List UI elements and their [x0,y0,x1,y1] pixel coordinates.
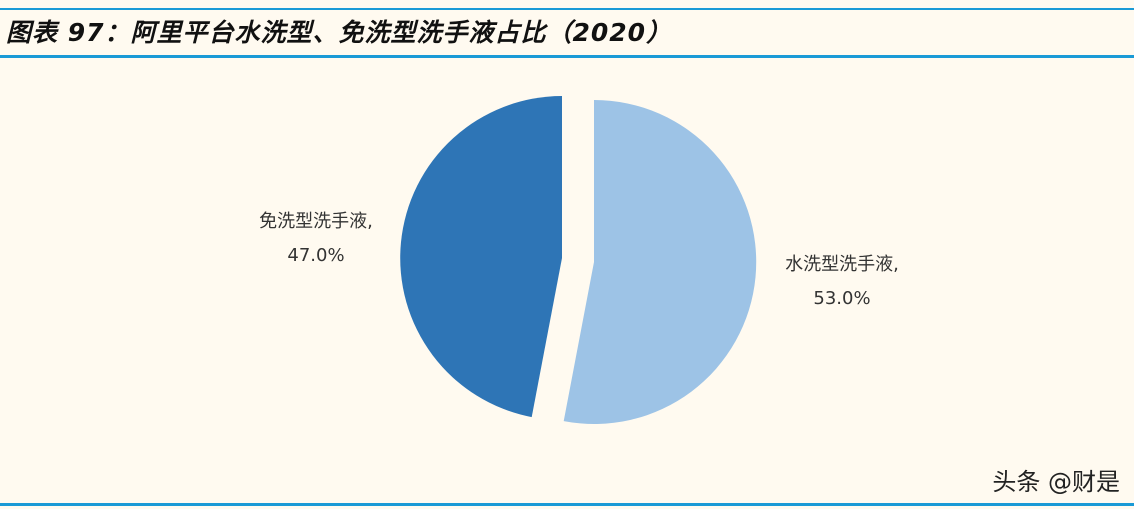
label-water-wash-name: 水洗型洗手液, [785,254,899,275]
label-no-wash-value: 47.0% [287,245,345,266]
slice-no-wash [400,96,562,418]
label-no-wash: 免洗型洗手液, 47.0% [236,205,396,273]
top-rule [0,8,1134,10]
bottom-rule [0,503,1134,506]
label-water-wash: 水洗型洗手液, 53.0% [762,248,922,316]
title-rule [0,55,1134,58]
slice-water-wash [563,99,757,424]
label-water-wash-value: 53.0% [813,288,871,309]
label-no-wash-name: 免洗型洗手液, [259,211,373,232]
chart-title: 图表 97：阿里平台水洗型、免洗型洗手液占比（2020） [6,18,673,47]
watermark: 头条 @财是 [992,468,1120,496]
